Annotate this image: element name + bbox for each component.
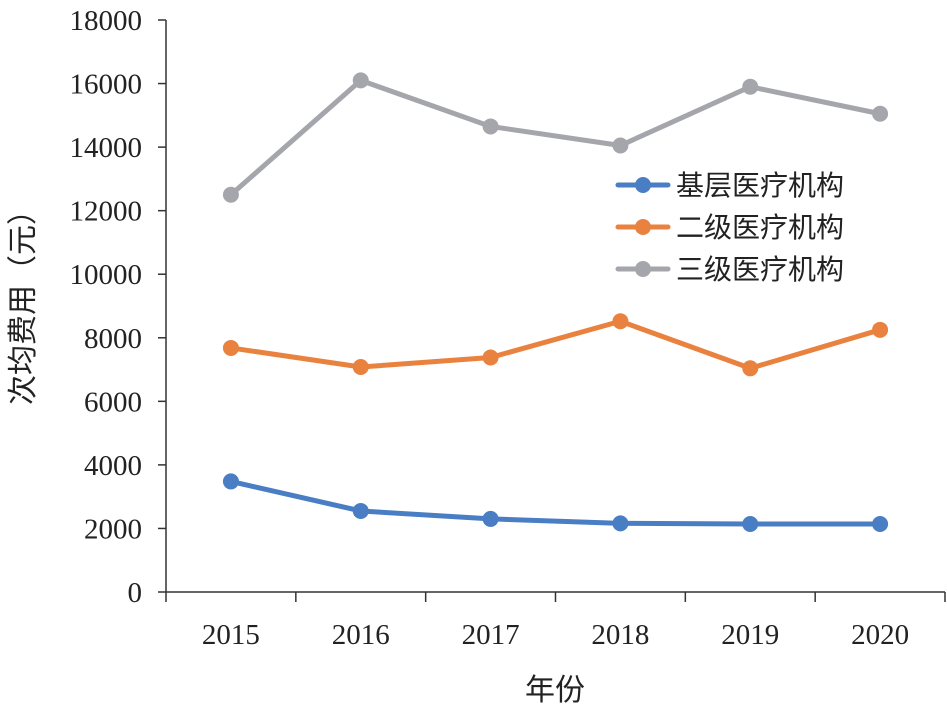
x-tick-label: 2020 — [851, 619, 909, 651]
y-tick-label: 12000 — [70, 196, 143, 228]
data-point — [352, 359, 369, 376]
x-tick-label: 2017 — [462, 619, 520, 651]
data-point — [222, 473, 239, 490]
y-tick-label: 8000 — [84, 323, 142, 355]
data-point — [612, 137, 629, 154]
data-point — [872, 515, 889, 532]
series-1 — [222, 473, 889, 532]
legend-label: 二级医疗机构 — [676, 211, 844, 244]
data-point — [742, 78, 759, 95]
series-line — [228, 478, 883, 527]
series-3 — [222, 72, 889, 203]
data-point — [222, 186, 239, 203]
data-point — [872, 321, 889, 338]
legend-item: 三级医疗机构 — [615, 253, 844, 286]
y-tick-label: 10000 — [70, 259, 143, 291]
y-tick-label: 2000 — [84, 513, 142, 545]
x-tick-label: 2019 — [721, 619, 779, 651]
y-tick-label: 4000 — [84, 450, 142, 482]
series-line — [228, 318, 883, 371]
y-axis: 0 2000 4000 6000 8000 10000 12000 14000 16000 180… — [70, 5, 167, 609]
data-point — [222, 339, 239, 356]
legend-label: 基层医疗机构 — [676, 169, 844, 202]
legend-label: 三级医疗机构 — [676, 253, 844, 286]
x-axis-title: 年份 — [525, 673, 585, 708]
x-tick-label: 2016 — [332, 619, 390, 651]
data-point — [482, 510, 499, 527]
legend-item: 二级医疗机构 — [615, 211, 844, 244]
legend-swatch-marker — [635, 177, 651, 193]
y-tick-label: 16000 — [70, 69, 143, 101]
y-tick-label: 14000 — [70, 132, 143, 164]
y-tick-label: 6000 — [84, 386, 142, 418]
data-point — [352, 502, 369, 519]
data-point — [482, 349, 499, 366]
series-layer — [222, 72, 889, 532]
data-point — [742, 515, 759, 532]
data-point — [482, 118, 499, 135]
legend-swatch-marker — [635, 261, 651, 277]
x-tick-label: 2018 — [591, 619, 649, 651]
series-line — [228, 77, 883, 198]
data-point — [352, 72, 369, 89]
y-axis-title: 次均费用（元） — [6, 195, 41, 405]
data-point — [742, 360, 759, 377]
legend-swatch-marker — [635, 219, 651, 235]
legend-item: 基层医疗机构 — [615, 169, 844, 202]
series-2 — [222, 313, 889, 377]
data-point — [612, 313, 629, 330]
data-point — [612, 515, 629, 532]
x-axis: 2015 2016 2017 2018 2019 2020 — [165, 591, 946, 651]
data-point — [872, 105, 889, 122]
x-tick-label: 2015 — [202, 619, 260, 651]
y-tick-label: 0 — [128, 577, 143, 609]
y-tick-label: 18000 — [70, 5, 143, 37]
